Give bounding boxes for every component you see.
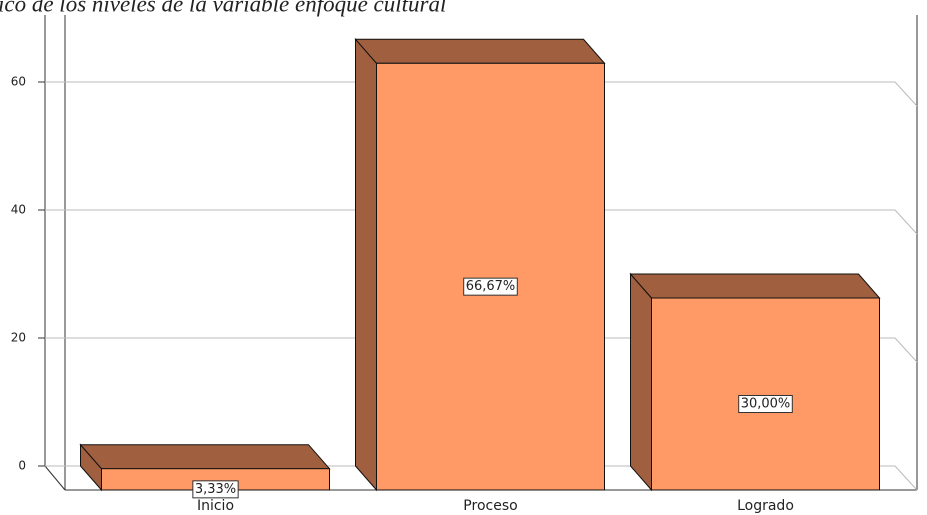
floor-left-edge xyxy=(44,465,66,491)
value-label: 30,00% xyxy=(741,397,791,412)
bar-top xyxy=(354,38,606,64)
bar-side xyxy=(630,272,652,492)
y-tick-label: 40 xyxy=(11,203,26,217)
y-tick-label: 60 xyxy=(11,75,26,89)
grid-line-right xyxy=(894,465,918,491)
value-label: 3,33% xyxy=(195,482,236,497)
bar xyxy=(651,297,880,491)
x-tick-label: Proceso xyxy=(463,498,517,514)
bar-top xyxy=(79,444,331,470)
value-label-box xyxy=(192,480,239,499)
bar xyxy=(376,62,605,491)
x-tick-label: Logrado xyxy=(737,498,794,514)
value-label: 66,67% xyxy=(466,279,516,294)
x-tick-label: Inicio xyxy=(197,498,234,514)
grid-line-right xyxy=(894,81,918,107)
bar-top xyxy=(629,273,881,299)
value-label-box xyxy=(463,277,518,296)
grid-line-right xyxy=(894,209,918,235)
grid-line-right xyxy=(894,337,918,363)
chart-title: ico de los niveles de la variable enfoqu… xyxy=(0,0,446,16)
y-tick-label: 20 xyxy=(11,331,26,345)
bar-side xyxy=(355,37,377,492)
value-label-box xyxy=(738,395,793,413)
y-tick-label: 0 xyxy=(18,459,26,473)
